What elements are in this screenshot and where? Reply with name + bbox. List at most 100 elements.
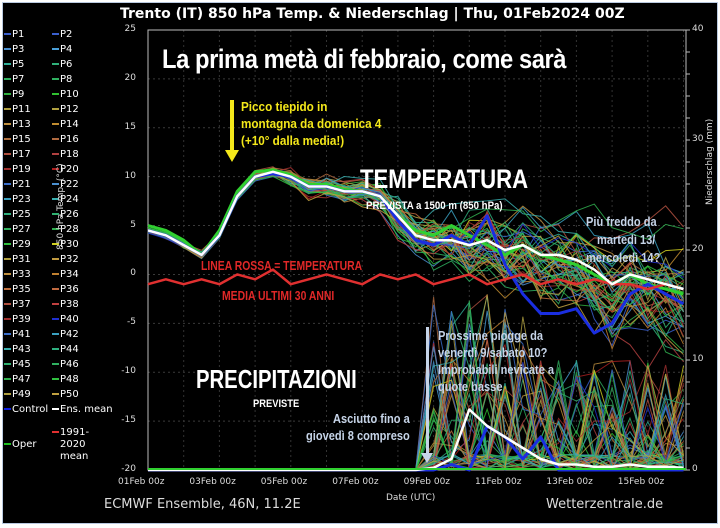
legend-swatch-icon — [4, 93, 11, 95]
legend-item: P42 — [52, 329, 79, 341]
legend-item: P11 — [4, 104, 31, 116]
legend-label: Ens. mean — [60, 404, 113, 415]
y2-tick-label: 20 — [692, 244, 704, 254]
red-line-note-line1: LINEA ROSSA = TEMPERATURA — [201, 258, 363, 273]
rain-arrow-icon — [426, 327, 429, 455]
legend-swatch-icon — [4, 123, 11, 125]
legend-item: P48 — [52, 374, 79, 386]
legend-item: P18 — [52, 149, 79, 161]
legend-item: P24 — [52, 194, 79, 206]
legend-item: P7 — [4, 74, 24, 86]
legend-label: P25 — [12, 209, 31, 220]
legend-swatch-icon — [52, 348, 59, 350]
footer-source: ECMWF Ensemble, 46N, 11.2E — [104, 497, 301, 512]
x-tick-label: 13Feb 00z — [546, 477, 593, 487]
legend-label: P17 — [12, 149, 31, 160]
legend-swatch-icon — [52, 393, 59, 395]
legend-item: P6 — [52, 59, 72, 71]
y-tick-label: 10 — [124, 170, 136, 181]
legend-label: P41 — [12, 329, 31, 340]
legend-item: P29 — [4, 239, 31, 251]
legend-label: P10 — [60, 89, 79, 100]
y2-tick-label: 40 — [692, 24, 704, 34]
precip-subtitle: PREVISTE — [253, 398, 300, 410]
legend-item: P20 — [52, 164, 79, 176]
legend-swatch-icon — [4, 363, 11, 365]
legend-item: P10 — [52, 89, 79, 101]
y-tick-label: 15 — [124, 121, 136, 132]
y2-tick-label: 0 — [692, 464, 698, 474]
legend-label: P18 — [60, 149, 79, 160]
y-tick-label: -10 — [121, 366, 136, 377]
legend-swatch-icon — [52, 153, 59, 155]
legend-swatch-icon — [4, 288, 11, 290]
legend-swatch-icon — [4, 333, 11, 335]
legend-swatch-icon — [52, 138, 59, 140]
x-axis-label: Date (UTC) — [386, 493, 436, 503]
legend-item: P44 — [52, 344, 79, 356]
peak-arrow-head-icon — [225, 150, 239, 162]
legend-swatch-icon — [4, 303, 11, 305]
legend-label: P14 — [60, 119, 79, 130]
legend-label: P24 — [60, 194, 79, 205]
legend-label: P35 — [12, 284, 31, 295]
legend-swatch-icon — [52, 273, 59, 275]
legend-label: P49 — [12, 389, 31, 400]
legend-item: P49 — [4, 389, 31, 401]
legend-item: Control — [4, 404, 48, 416]
legend-label: P12 — [60, 104, 79, 115]
legend-label: P20 — [60, 164, 79, 175]
legend-label: P15 — [12, 134, 31, 145]
legend-swatch-icon — [52, 123, 59, 125]
legend-item: P9 — [4, 89, 24, 101]
y-tick-label: -15 — [121, 415, 136, 426]
legend-label: P26 — [60, 209, 79, 220]
rain-note-line2: venerdì 9/sabato 10? — [438, 345, 548, 360]
legend-swatch-icon — [52, 48, 59, 50]
y-tick-label: 25 — [124, 24, 136, 34]
rain-arrow-head-icon — [421, 453, 433, 463]
legend-item: P26 — [52, 209, 79, 221]
legend-item: P33 — [4, 269, 31, 281]
rain-note-line1: Prossime piogge da — [438, 328, 544, 343]
legend-label: P4 — [60, 44, 73, 55]
legend-item: P13 — [4, 119, 31, 131]
legend-label: P47 — [12, 374, 31, 385]
legend-item: P47 — [4, 374, 31, 386]
precip-title: PRECIPITAZIONI — [196, 364, 357, 394]
legend-item: Oper — [4, 439, 36, 451]
legend-label: P8 — [60, 74, 73, 85]
legend-label: P48 — [60, 374, 79, 385]
legend-item: P40 — [52, 314, 79, 326]
legend-item: P25 — [4, 209, 31, 221]
peak-note-line3: (+10° dalla media!) — [241, 133, 345, 148]
y2-tick-label: 30 — [692, 134, 704, 144]
x-tick-label: 03Feb 00z — [189, 477, 236, 487]
legend-label: P44 — [60, 344, 79, 355]
legend-label: Oper — [12, 438, 37, 450]
legend-swatch-icon — [4, 243, 11, 245]
legend-label: P42 — [60, 329, 79, 340]
legend-swatch-icon — [4, 393, 11, 395]
y-tick-label: -5 — [127, 317, 136, 328]
legend-label: P39 — [12, 314, 31, 325]
legend-item: P46 — [52, 359, 79, 371]
legend-label: P1 — [12, 29, 25, 40]
legend-item: P23 — [4, 194, 31, 206]
temp-subtitle: PREVISTA a 1500 m (850 hPa) — [366, 200, 503, 212]
legend-label: P7 — [12, 74, 25, 85]
y-tick-label: 5 — [130, 219, 136, 230]
legend-swatch-icon — [4, 183, 11, 185]
legend-item: 1991-2020 mean — [52, 427, 104, 463]
legend-item: P5 — [4, 59, 24, 71]
legend-swatch-icon — [4, 78, 11, 80]
legend-swatch-icon — [4, 138, 11, 140]
legend-swatch-icon — [4, 63, 11, 65]
x-tick-label: 05Feb 00z — [260, 477, 308, 487]
x-tick-label: 07Feb 00z — [332, 477, 379, 487]
legend-label: P16 — [60, 134, 79, 145]
legend-swatch-icon — [4, 273, 11, 275]
legend-swatch-icon — [4, 33, 11, 35]
